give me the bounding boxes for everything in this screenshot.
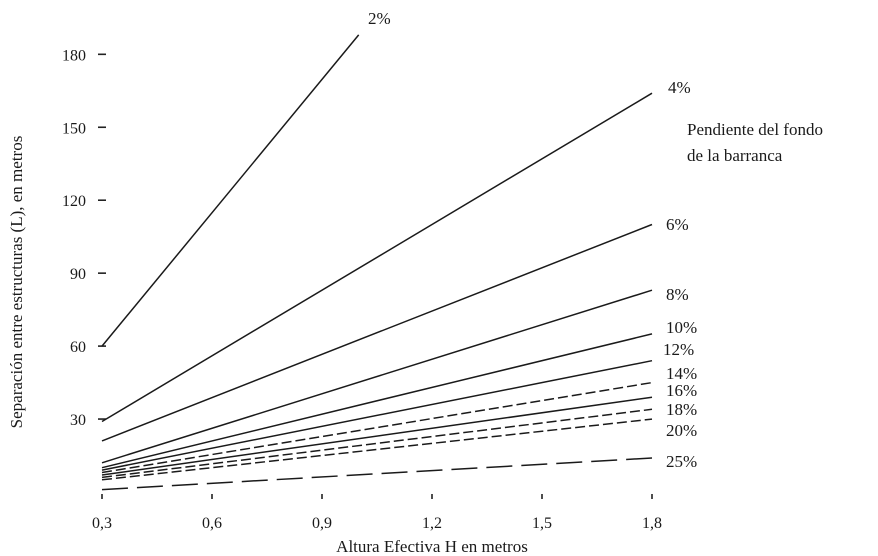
x-tick-label: 0,6: [202, 515, 222, 532]
series-line-25pct: [101, 457, 653, 491]
series-label: 8%: [666, 285, 689, 304]
x-tick-label: 1,2: [422, 515, 442, 532]
series-line-10pct: [101, 333, 653, 469]
y-tick-label: 90: [70, 266, 86, 283]
series-line-20pct: [101, 418, 653, 481]
series-line-16pct: [101, 396, 653, 476]
series-label: 20%: [666, 421, 697, 440]
series-line-12pct: [101, 359, 653, 471]
series-line-2pct: [101, 34, 360, 347]
x-axis-ticks: 0,3 0,6 0,9 1,2 1,5 1,8: [92, 494, 662, 532]
series-line-4pct: [101, 92, 653, 423]
x-axis-title: Altura Efectiva H en metros: [336, 537, 528, 556]
series-line-18pct: [101, 408, 653, 479]
y-axis-ticks: 30 60 90 120 150 180: [62, 47, 106, 429]
legend-note-line-1: Pendiente del fondo: [687, 120, 823, 139]
y-tick-label: 150: [62, 120, 86, 137]
y-axis-title: Separación entre estructuras (L), en met…: [7, 136, 26, 429]
series-lines: [101, 34, 653, 491]
series-label: 6%: [666, 215, 689, 234]
y-tick-label: 30: [70, 412, 86, 429]
x-tick-label: 0,9: [312, 515, 332, 532]
legend-note-line-2: de la barranca: [687, 146, 783, 165]
y-tick-label: 120: [62, 193, 86, 210]
y-tick-label: 60: [70, 339, 86, 356]
series-label: 14%: [666, 364, 697, 383]
series-label: 12%: [663, 340, 694, 359]
series-labels: 2% 4% 6% 8% 10% 12% 14%16%18% 20% 25%: [368, 9, 697, 471]
series-line-6pct: [101, 223, 653, 442]
series-line-14pct: [101, 381, 653, 474]
series-label: 16%: [666, 381, 697, 400]
y-tick-label: 180: [62, 47, 86, 64]
x-tick-label: 1,5: [532, 515, 552, 532]
x-tick-label: 1,8: [642, 515, 662, 532]
series-label: 18%: [666, 400, 697, 419]
series-label: 2%: [368, 9, 391, 28]
x-tick-label: 0,3: [92, 515, 112, 532]
series-line-8pct: [101, 289, 653, 464]
series-label: 25%: [666, 452, 697, 471]
series-label: 4%: [668, 78, 691, 97]
series-label: 10%: [666, 318, 697, 337]
